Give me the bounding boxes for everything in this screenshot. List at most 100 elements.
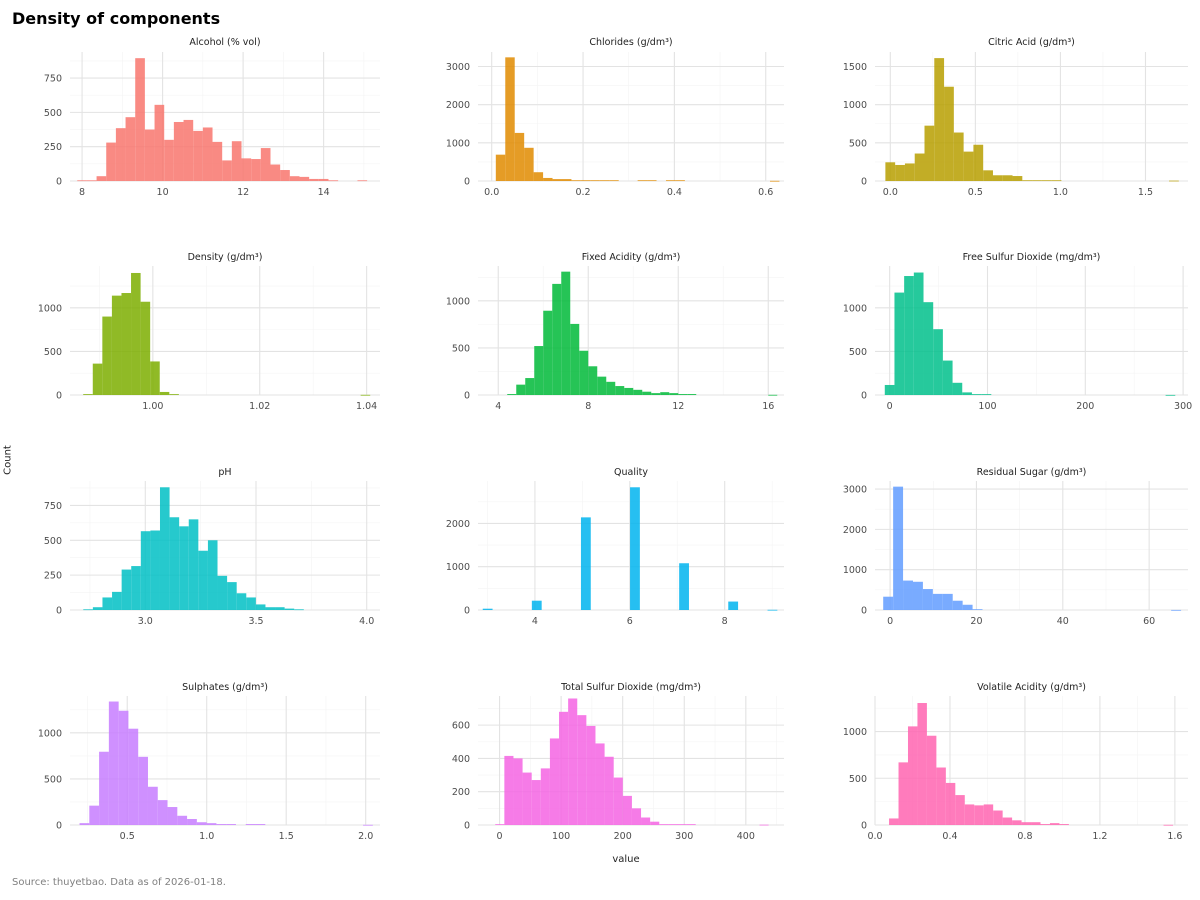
histogram-bar <box>164 139 174 181</box>
x-tick-label: 400 <box>737 831 755 842</box>
histogram-bar <box>284 608 295 610</box>
histogram-bar <box>903 580 913 610</box>
x-tick-label: 0 <box>497 831 503 842</box>
y-tick-label: 500 <box>849 138 867 149</box>
histogram-bar <box>590 180 600 182</box>
histogram-bar <box>198 550 208 610</box>
histogram-bar <box>883 596 894 610</box>
histogram-bar <box>570 323 580 395</box>
histogram-bar <box>92 363 103 395</box>
histogram-bar <box>924 125 935 181</box>
histogram-bar <box>933 329 943 395</box>
histogram-bar <box>606 381 616 395</box>
x-tick-label: 8 <box>722 616 728 627</box>
facet-title: Free Sulfur Dioxide (mg/dm³) <box>963 252 1101 263</box>
x-tick-label: 200 <box>614 831 632 842</box>
y-tick-label: 1000 <box>38 303 62 314</box>
histogram-bar <box>246 597 256 610</box>
histogram-bar <box>1021 822 1032 825</box>
facet-title: Fixed Acidity (g/dm³) <box>582 252 681 263</box>
facet-title: Sulphates (g/dm³) <box>182 682 268 693</box>
histogram-bar <box>525 378 535 395</box>
histogram-bar <box>531 780 541 825</box>
histogram-bar <box>138 756 148 825</box>
histogram-bar <box>992 175 1003 181</box>
x-tick-label: 12 <box>237 187 249 198</box>
histogram-bar <box>227 582 237 610</box>
x-tick-label: 0.6 <box>758 187 773 198</box>
histogram-bar <box>83 609 93 611</box>
histogram-bar <box>678 394 688 395</box>
x-tick-label: 1.2 <box>1092 831 1107 842</box>
y-tick-label: 1000 <box>38 728 62 739</box>
y-tick-label: 200 <box>452 787 470 798</box>
y-tick-label: 500 <box>44 108 62 119</box>
histogram-bar <box>83 394 93 395</box>
x-tick-label: 8 <box>585 401 591 412</box>
histogram-bar <box>495 824 505 825</box>
histogram-bar <box>150 361 160 395</box>
histogram-bar <box>128 728 139 825</box>
x-tick-label: 100 <box>552 831 570 842</box>
histogram-bar <box>884 384 895 395</box>
histogram-bar <box>934 58 945 182</box>
histogram-bar <box>309 178 319 181</box>
histogram-bar <box>188 519 199 610</box>
histogram-bar <box>482 608 493 610</box>
histogram-bar <box>135 58 145 181</box>
histogram-bar <box>183 119 194 181</box>
histogram-bar <box>265 607 276 610</box>
histogram-bar <box>588 366 598 395</box>
histogram-bar <box>983 804 994 825</box>
histogram-bar <box>251 159 261 181</box>
histogram-bar <box>231 141 242 181</box>
facet-panel: 0.5 1.0 1.5 2.0 0 500 1000 Sulphates (g/dm³) <box>38 682 380 842</box>
x-tick-label: 1.0 <box>199 831 214 842</box>
y-tick-label: 1000 <box>843 565 867 576</box>
histogram-bar <box>193 130 203 181</box>
histogram-bar <box>206 823 217 825</box>
histogram-bar <box>597 376 607 395</box>
y-tick-label: 2000 <box>446 519 470 530</box>
y-tick-label: 1000 <box>843 727 867 738</box>
histogram-bar <box>914 153 925 181</box>
histogram-bar <box>514 132 525 181</box>
x-tick-label: 1.0 <box>1053 187 1068 198</box>
histogram-bar <box>504 755 514 825</box>
y-tick-label: 2000 <box>843 525 867 536</box>
facet-panel: 8 10 12 14 0 250 500 750 Alcohol (% vol) <box>44 37 380 198</box>
x-tick-label: 0.8 <box>1017 831 1032 842</box>
histogram-bar <box>270 164 281 181</box>
y-tick-label: 1000 <box>446 138 470 149</box>
histogram-bar <box>665 180 676 182</box>
histogram-bar <box>642 391 652 395</box>
histogram-bar <box>894 292 905 395</box>
histogram-bar <box>923 302 934 395</box>
histogram-bar <box>660 392 670 395</box>
histogram-bar <box>543 310 553 395</box>
histogram-bar <box>983 170 993 181</box>
histogram-bar <box>159 391 170 395</box>
x-tick-label: 2.0 <box>358 831 373 842</box>
histogram-bar <box>972 609 983 610</box>
y-tick-label: 0 <box>464 391 470 402</box>
histogram-bar <box>728 601 739 610</box>
histogram-bar <box>1169 180 1179 182</box>
y-tick-label: 3000 <box>843 485 867 496</box>
facet-panel: 4 6 8 0 1000 2000 Quality <box>446 467 784 627</box>
y-tick-label: 1000 <box>446 296 470 307</box>
histogram-bar <box>1040 824 1050 825</box>
y-tick-label: 0 <box>861 177 867 188</box>
facet-panel: 0 100 200 300 0 500 1000 Free Sulfur Dioxide (m… <box>843 252 1192 412</box>
facet-title: Density (g/dm³) <box>188 252 263 263</box>
histogram-bar <box>1049 823 1060 825</box>
facet-title: Citric Acid (g/dm³) <box>988 37 1075 48</box>
y-tick-label: 0 <box>861 606 867 617</box>
histogram-bar <box>1059 824 1069 825</box>
facet-title: Volatile Acidity (g/dm³) <box>977 682 1086 693</box>
facet-panel: 0 20 40 60 0 1000 2000 3000 Residual Sugar (g/dm… <box>843 467 1188 627</box>
y-tick-label: 0 <box>56 606 62 617</box>
histogram-bar <box>217 575 228 610</box>
histogram-bar <box>641 817 651 825</box>
